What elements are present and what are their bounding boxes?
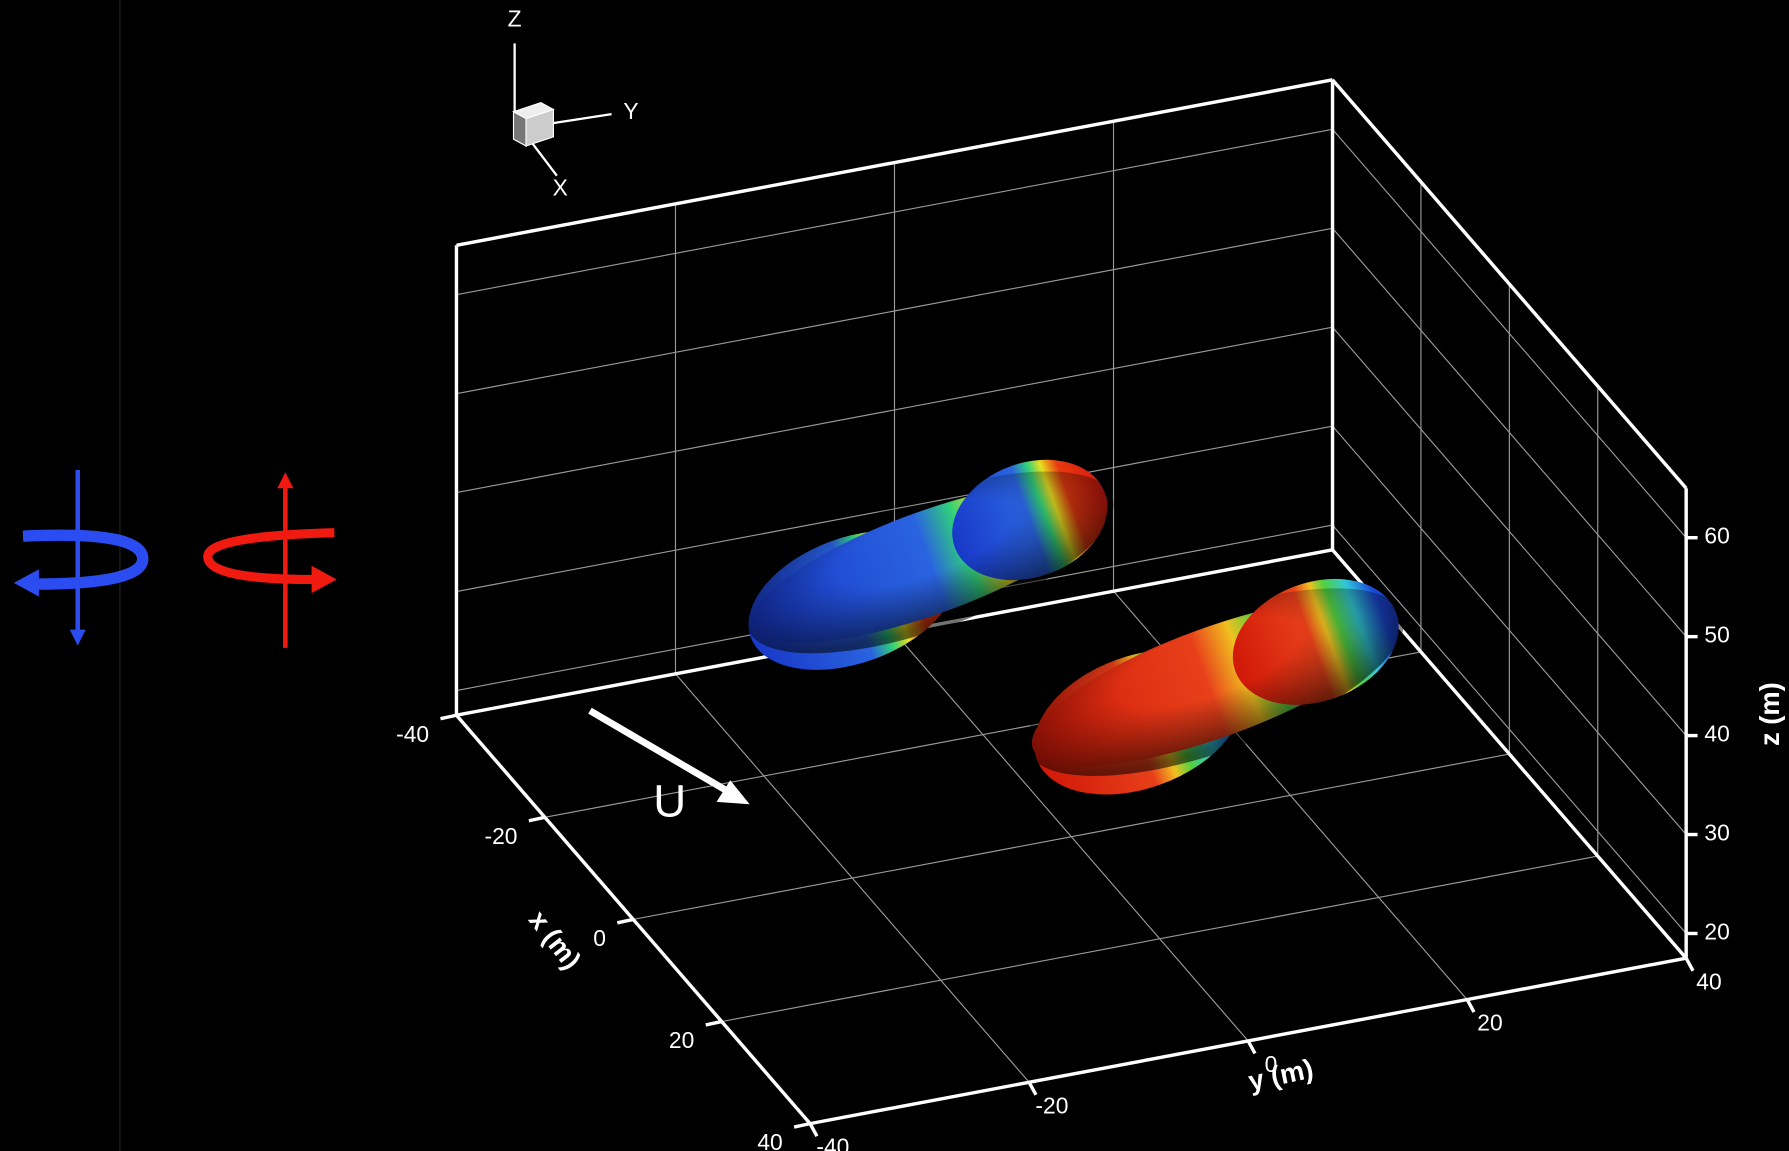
- flow-label: U: [653, 775, 686, 826]
- x-axis-title: x (m): [523, 904, 588, 975]
- x-tick: [440, 715, 456, 718]
- triad-label: Y: [623, 98, 638, 124]
- orientation-triad: [513, 43, 611, 175]
- page: {"chart_data": {"type": "isosurface", "x…: [0, 0, 1789, 1151]
- bounding-box: [456, 80, 1686, 1124]
- x-tick-label: -40: [396, 721, 429, 747]
- y-tick-label: -20: [1035, 1092, 1068, 1118]
- triad-label: Z: [508, 6, 522, 32]
- triad-x: [532, 143, 557, 176]
- y-axis-title: y (m): [1246, 1053, 1316, 1097]
- grid: [456, 80, 1686, 1124]
- y-tick: [1686, 958, 1693, 971]
- rotation-icon-red: [208, 472, 337, 648]
- y-tick: [1248, 1041, 1255, 1054]
- icon-arrowhead: [277, 472, 293, 488]
- vortex-isosurface: [725, 434, 1137, 696]
- icon-arrowhead: [14, 569, 39, 596]
- vortex-isosurface: [1004, 550, 1429, 824]
- box-edge: [810, 958, 1686, 1123]
- icon-arrowhead: [312, 566, 337, 593]
- y-tick-label: 40: [1696, 968, 1721, 994]
- x-tick-label: 0: [593, 925, 606, 951]
- grid-line: [675, 674, 1029, 1082]
- x-tick: [529, 817, 545, 820]
- y-tick-label: 20: [1477, 1010, 1502, 1036]
- icon-arrowhead: [70, 630, 86, 646]
- icon-ring: [23, 535, 143, 584]
- box-edge: [456, 715, 810, 1123]
- z-tick-label: 60: [1704, 523, 1729, 549]
- x-tick: [617, 919, 633, 922]
- x-tick-label: 40: [757, 1129, 782, 1151]
- x-tick-label: 20: [669, 1027, 694, 1053]
- z-tick-label: 40: [1704, 721, 1729, 747]
- chart: -40-2002040-40-20020402030405060x (m)y (…: [0, 0, 1789, 1151]
- x-tick: [706, 1022, 722, 1025]
- y-tick: [1467, 1000, 1474, 1013]
- rotation-icon-blue: [14, 470, 143, 646]
- x-tick: [794, 1124, 810, 1127]
- triad-label: X: [553, 174, 568, 200]
- y-tick-label: -40: [816, 1134, 849, 1151]
- z-axis-title: z (m): [1754, 682, 1785, 746]
- z-tick-label: 30: [1704, 820, 1729, 846]
- triad-y: [552, 114, 611, 123]
- z-tick-label: 20: [1704, 919, 1729, 945]
- z-tick-label: 50: [1704, 622, 1729, 648]
- x-tick-label: -20: [485, 823, 518, 849]
